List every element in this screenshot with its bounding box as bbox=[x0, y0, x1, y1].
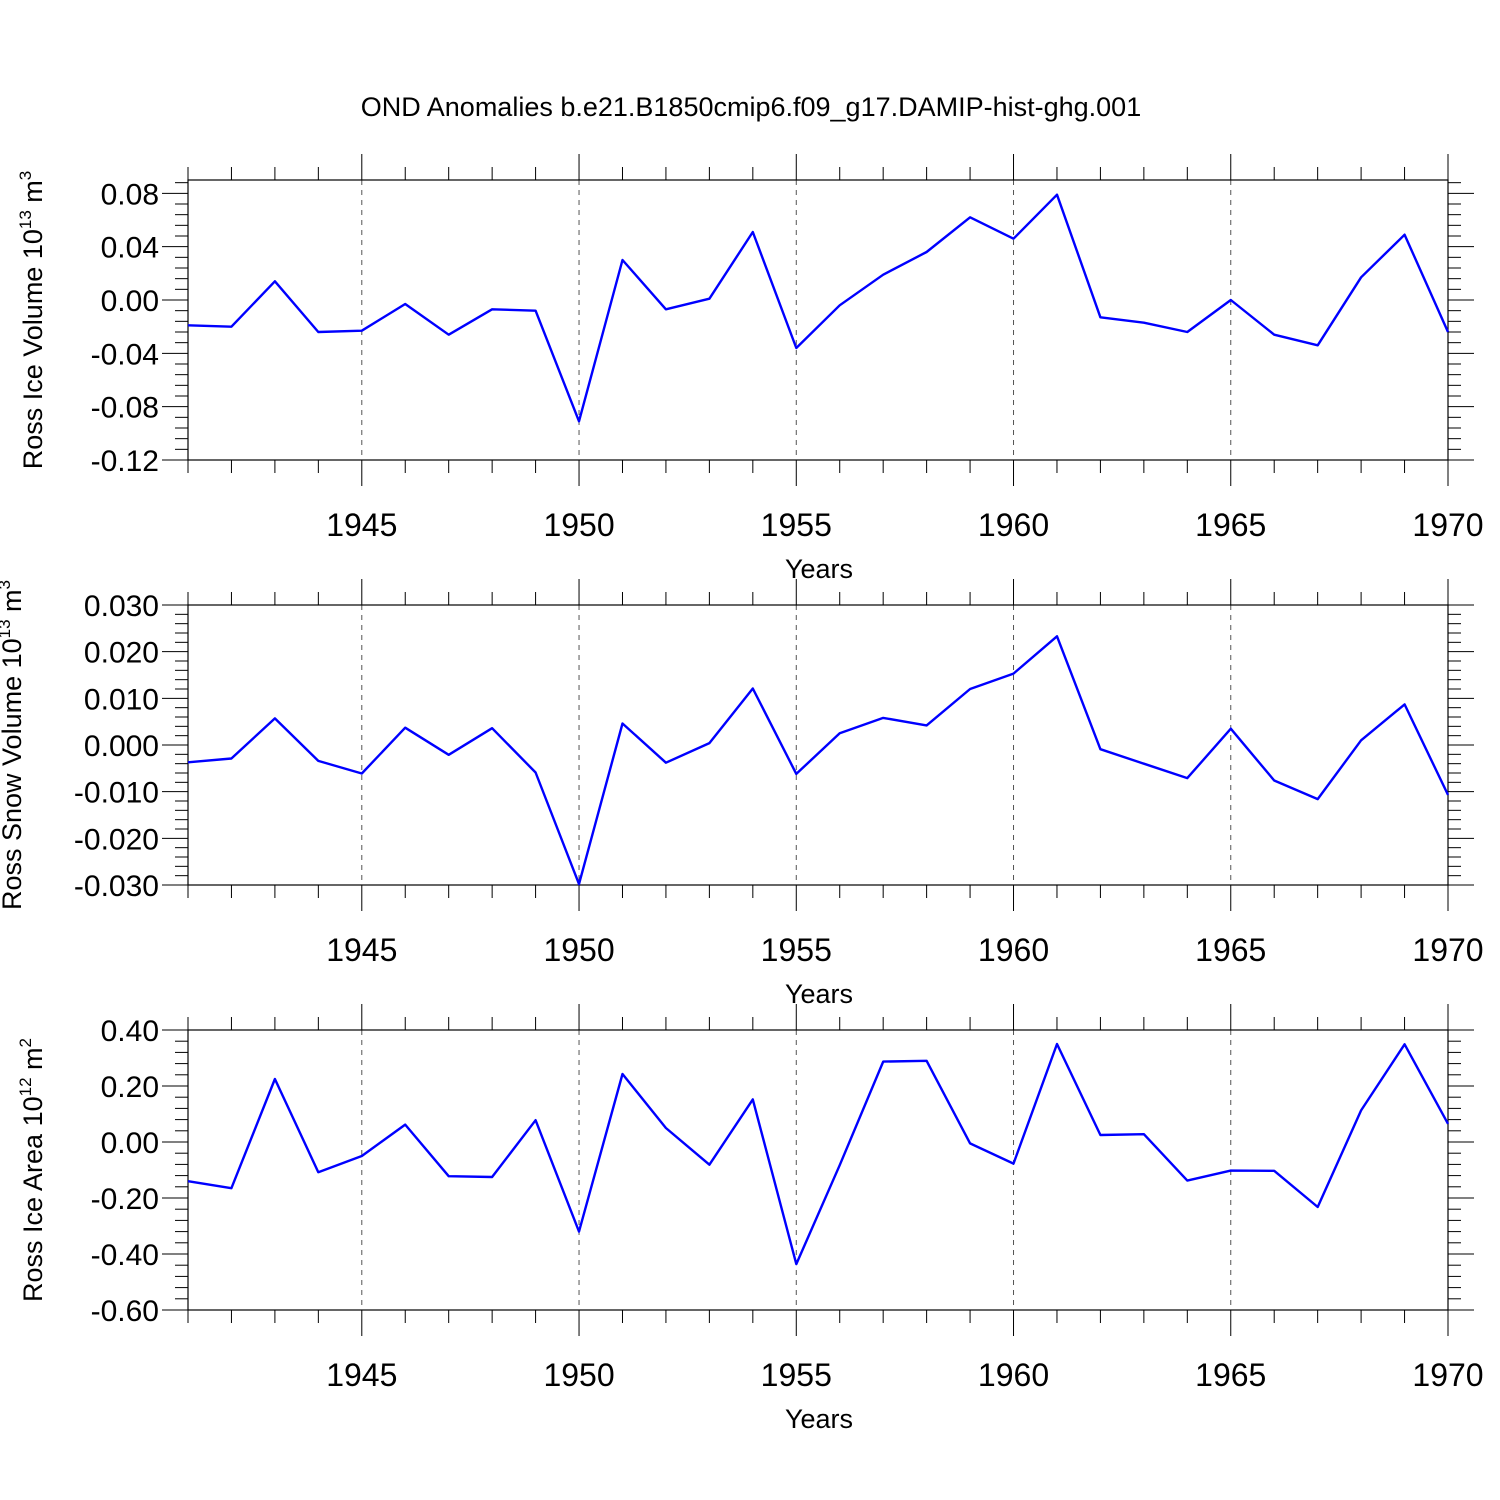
y-tick-label: 0.04 bbox=[101, 232, 159, 265]
x-tick-label: 1960 bbox=[978, 1357, 1049, 1393]
y-tick-label: -0.010 bbox=[74, 777, 159, 810]
plot-frame bbox=[187, 1029, 1449, 1311]
y-tick-label: 0.00 bbox=[101, 285, 159, 318]
x-tick-label: 1945 bbox=[326, 507, 397, 543]
x-axis-label: Years bbox=[785, 1404, 853, 1434]
y-tick-label: 0.20 bbox=[101, 1071, 159, 1104]
x-tick-label: 1955 bbox=[761, 932, 832, 968]
series-line bbox=[187, 635, 1450, 886]
x-tick-label: 1950 bbox=[543, 507, 614, 543]
x-axis-label: Years bbox=[785, 979, 853, 1009]
chart-panel-3: -0.60 -0.40 -0.20 0.00 0.20 0.40 1945 1950 1955 1… bbox=[16, 1004, 1484, 1434]
y-axis-label-ylabel-unit-exp: 2 bbox=[16, 1038, 35, 1047]
x-tick-label: 1955 bbox=[761, 1357, 832, 1393]
y-tick-label: 0.00 bbox=[101, 1127, 159, 1160]
y-axis-label: Ross Snow Volume 1013 m3 bbox=[0, 580, 27, 910]
y-tick-label: -0.020 bbox=[74, 823, 159, 856]
x-tick-label: 1965 bbox=[1195, 1357, 1266, 1393]
y-axis-label-ylabel-unit: m bbox=[0, 589, 27, 619]
y-tick-label: -0.08 bbox=[91, 392, 159, 425]
x-tick-label: 1945 bbox=[326, 1357, 397, 1393]
x-tick-label: 1955 bbox=[761, 507, 832, 543]
x-tick-label: 1970 bbox=[1412, 507, 1483, 543]
x-tick-label: 1945 bbox=[326, 932, 397, 968]
y-tick-label: -0.04 bbox=[91, 338, 159, 371]
y-tick-label: 0.030 bbox=[84, 590, 159, 623]
y-tick-label: -0.030 bbox=[74, 870, 159, 903]
y-axis-label-ylabel-unit-exp: 3 bbox=[16, 171, 35, 180]
series-line bbox=[187, 1042, 1450, 1266]
y-tick-label: 0.010 bbox=[84, 683, 159, 716]
y-tick-label: -0.12 bbox=[91, 445, 159, 478]
x-tick-label: 1970 bbox=[1412, 932, 1483, 968]
x-axis-label: Years bbox=[785, 554, 853, 584]
series-line bbox=[187, 193, 1450, 423]
y-axis-label-ylabel-unit-exp: 3 bbox=[0, 580, 14, 589]
y-tick-label: 0.08 bbox=[101, 178, 159, 211]
y-axis-label-ylabel-exp: 13 bbox=[0, 619, 14, 638]
y-axis-label-ylabel-main: Ross Ice Volume 10 bbox=[18, 229, 48, 469]
y-axis-label-ylabel-unit: m bbox=[18, 180, 48, 210]
y-axis-label-ylabel-main: Ross Ice Area 10 bbox=[18, 1096, 48, 1302]
y-tick-label: 0.000 bbox=[84, 730, 159, 763]
x-tick-label: 1960 bbox=[978, 932, 1049, 968]
y-tick-label: -0.40 bbox=[91, 1239, 159, 1272]
y-tick-label: 0.40 bbox=[101, 1015, 159, 1048]
y-axis-label: Ross Ice Area 1012 m2 bbox=[16, 1038, 48, 1302]
y-tick-label: 0.020 bbox=[84, 637, 159, 670]
y-tick-label: -0.20 bbox=[91, 1183, 159, 1216]
y-axis-label: Ross Ice Volume 1013 m3 bbox=[16, 171, 48, 470]
x-tick-label: 1965 bbox=[1195, 507, 1266, 543]
y-tick-label: -0.60 bbox=[91, 1295, 159, 1328]
x-tick-label: 1970 bbox=[1412, 1357, 1483, 1393]
y-axis-label-ylabel-exp: 12 bbox=[16, 1077, 35, 1096]
y-axis-label-ylabel-main: Ross Snow Volume 10 bbox=[0, 638, 27, 910]
x-tick-label: 1960 bbox=[978, 507, 1049, 543]
x-tick-label: 1950 bbox=[543, 1357, 614, 1393]
y-axis-label-ylabel-exp: 13 bbox=[16, 210, 35, 229]
chart-panel-2: -0.030 -0.020 -0.010 0.000 0.010 0.020 0.030 19… bbox=[0, 579, 1484, 1009]
plot-frame bbox=[187, 179, 1449, 461]
figure-title: OND Anomalies b.e21.B1850cmip6.f09_g17.D… bbox=[361, 92, 1141, 122]
plot-frame bbox=[187, 604, 1449, 886]
chart-panel-1: -0.12 -0.08 -0.04 0.00 0.04 0.08 1945 1950 1955 1… bbox=[16, 154, 1484, 584]
y-axis-label-ylabel-unit: m bbox=[18, 1047, 48, 1077]
x-tick-label: 1950 bbox=[543, 932, 614, 968]
x-tick-label: 1965 bbox=[1195, 932, 1266, 968]
